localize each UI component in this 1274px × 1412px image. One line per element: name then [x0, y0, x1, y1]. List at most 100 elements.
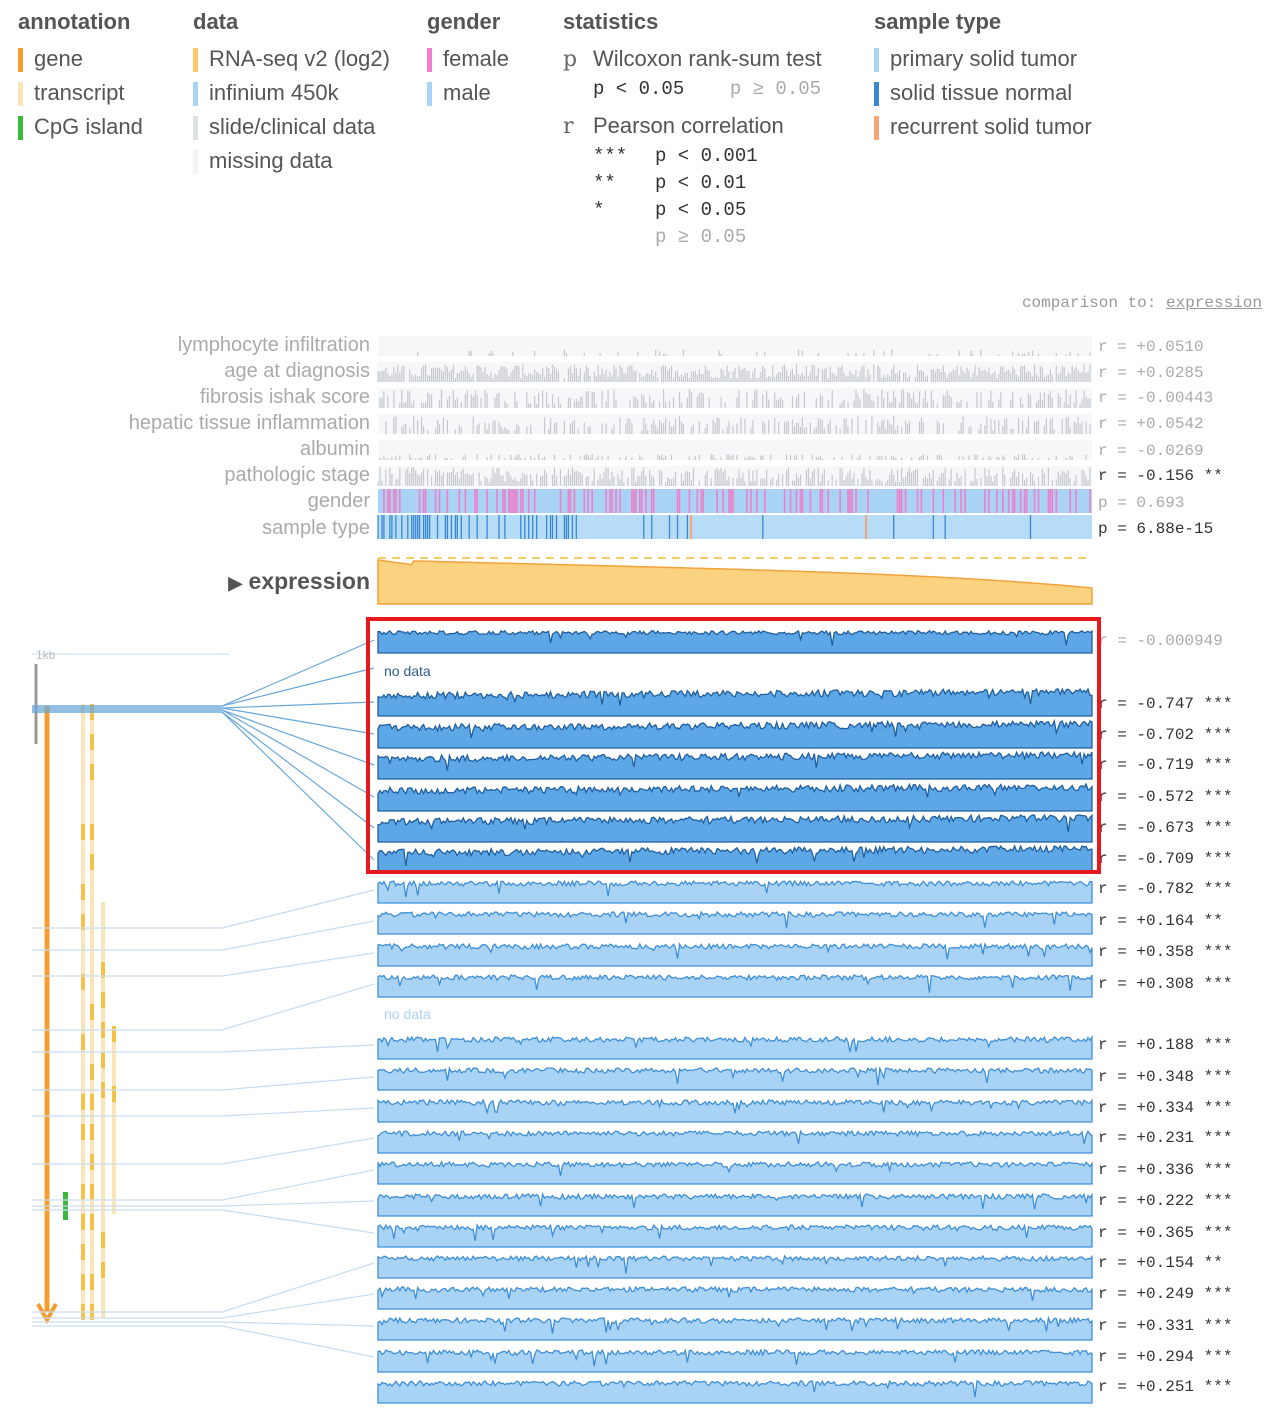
- legend-statistics-title: statistics: [563, 9, 659, 34]
- male-swatch: [427, 82, 432, 106]
- legend-item-label: RNA-seq v2 (log2): [209, 46, 390, 71]
- methylation-track: [377, 1034, 1093, 1060]
- probe-connector: [32, 1169, 375, 1201]
- female-swatch: [427, 48, 432, 72]
- clinical-stat: r = -0.00443: [1098, 389, 1214, 407]
- methylation-track: [377, 1129, 1093, 1154]
- probe-connector: [32, 889, 375, 929]
- methylation-track: [377, 1098, 1093, 1123]
- probe-connector: [32, 1107, 375, 1117]
- legend-data-title: data: [193, 9, 239, 34]
- legend-item-label: slide/clinical data: [209, 114, 376, 139]
- methylation-track: [377, 1315, 1093, 1341]
- probe-connector: [32, 1076, 375, 1091]
- clinical-stat: p = 0.693: [1098, 494, 1185, 512]
- methylation-track: [377, 1348, 1093, 1373]
- methylation-track: [377, 1065, 1093, 1091]
- probe-connector: [32, 983, 375, 1031]
- clinical-row-bg: [378, 336, 1092, 356]
- probe-connector: [32, 1293, 375, 1319]
- probe-connector: [32, 1262, 375, 1313]
- legend-item-primary-tumor: primary solid tumor: [874, 42, 1092, 76]
- probe-connector: [32, 920, 375, 951]
- methylation-stat: r = -0.673 ***: [1098, 819, 1233, 837]
- row-label-inflammation[interactable]: hepatic tissue inflammation: [128, 412, 370, 434]
- gene-swatch: [18, 48, 23, 72]
- legend-sample-type: sample type primary solid tumor solid ti…: [874, 8, 1092, 144]
- probe-connector: [32, 639, 375, 707]
- transcript-swatch: [18, 82, 23, 106]
- legend-item-rnaseq: RNA-seq v2 (log2): [193, 42, 390, 76]
- legend-item-recurrent: recurrent solid tumor: [874, 110, 1092, 144]
- primary-tumor-swatch: [874, 48, 879, 72]
- row-label-stage[interactable]: pathologic stage: [224, 464, 370, 486]
- methylation-track: [377, 813, 1093, 843]
- missing-swatch: [193, 150, 198, 174]
- rnaseq-swatch: [193, 48, 198, 72]
- row-label-age[interactable]: age at diagnosis: [224, 360, 370, 382]
- legend-annotation: annotation gene transcript CpG island: [18, 8, 143, 144]
- probe-connector: [32, 667, 375, 707]
- row-label-lymphocyte[interactable]: lymphocyte infiltration: [177, 334, 370, 356]
- threshold: p < 0.001: [655, 145, 758, 167]
- threshold: p < 0.01: [655, 172, 747, 194]
- methylation-stat: r = +0.331 ***: [1098, 1317, 1233, 1335]
- legend-item-infinium: infinium 450k: [193, 76, 390, 110]
- methylation-track: [377, 629, 1093, 654]
- normal-swatch: [874, 82, 879, 106]
- probe-connector: [32, 711, 375, 861]
- clinical-row-bars: [379, 454, 1087, 460]
- row-label-sample-type[interactable]: sample type: [262, 517, 370, 539]
- legend-gender-title: gender: [427, 9, 501, 34]
- threshold: p < 0.05: [655, 199, 747, 221]
- clinical-swatch: [193, 116, 198, 140]
- row-label-albumin[interactable]: albumin: [299, 438, 370, 460]
- methylation-stat: r = +0.222 ***: [1098, 1192, 1233, 1210]
- methylation-stat: r = -0.782 ***: [1098, 880, 1233, 898]
- legend-item-label: solid tissue normal: [890, 80, 1073, 105]
- methylation-track: [377, 879, 1093, 904]
- clinical-stat: r = +0.0510: [1098, 338, 1204, 356]
- methylation-track: [377, 942, 1093, 967]
- scale-label: 1kb: [36, 648, 56, 662]
- expression-toggle[interactable]: ▶ expression: [228, 568, 370, 595]
- legend-item-normal: solid tissue normal: [874, 76, 1092, 110]
- methylation-stat: r = -0.709 ***: [1098, 850, 1233, 868]
- comparison-target-link[interactable]: expression: [1165, 294, 1262, 312]
- sample-type-normal-marks: [377, 515, 1032, 539]
- methylation-track: [377, 1223, 1093, 1248]
- triangle-right-icon: ▶: [228, 573, 243, 593]
- wilcoxon-symbol: p: [563, 47, 578, 72]
- methylation-track: [377, 844, 1093, 874]
- legend-item-label: missing data: [209, 148, 333, 173]
- clinical-row-bars: [377, 364, 1091, 382]
- sample-type-recurrent-mark: [865, 515, 867, 539]
- clinical-row-bars: [377, 467, 1091, 486]
- clinical-row-bg: [378, 440, 1092, 460]
- methylation-track: [377, 718, 1093, 749]
- legend-item-label: primary solid tumor: [890, 46, 1078, 71]
- no-data-label: no data: [384, 1006, 431, 1022]
- row-label-fibrosis[interactable]: fibrosis ishak score: [199, 386, 370, 408]
- clinical-stat: r = -0.156 **: [1098, 467, 1223, 485]
- legend-item-gene: gene: [18, 42, 143, 76]
- pearson-level-2: ** p < 0.01: [563, 170, 822, 197]
- methylation-stat: r = +0.308 ***: [1098, 975, 1233, 993]
- gender-track: [378, 489, 1092, 513]
- methylation-stat: r = -0.572 ***: [1098, 788, 1233, 806]
- row-label-gender[interactable]: gender: [307, 490, 370, 512]
- methylation-stat: r = +0.249 ***: [1098, 1285, 1233, 1303]
- probe-connector: [32, 1209, 375, 1234]
- legend-data: data RNA-seq v2 (log2) infinium 450k sli…: [193, 8, 390, 178]
- methylation-track: [377, 782, 1093, 812]
- wilcoxon-label: Wilcoxon rank-sum test: [593, 46, 822, 71]
- legend-annotation-title: annotation: [18, 9, 131, 34]
- probe-connector: [32, 1321, 375, 1327]
- expression-area: [377, 559, 1093, 605]
- threshold: p ≥ 0.05: [655, 226, 747, 248]
- legend-item-female: female: [427, 42, 509, 76]
- legend-item-label: male: [443, 80, 491, 105]
- gender-female-marks: [383, 489, 1091, 513]
- sample-type-recurrent-mark: [690, 515, 692, 539]
